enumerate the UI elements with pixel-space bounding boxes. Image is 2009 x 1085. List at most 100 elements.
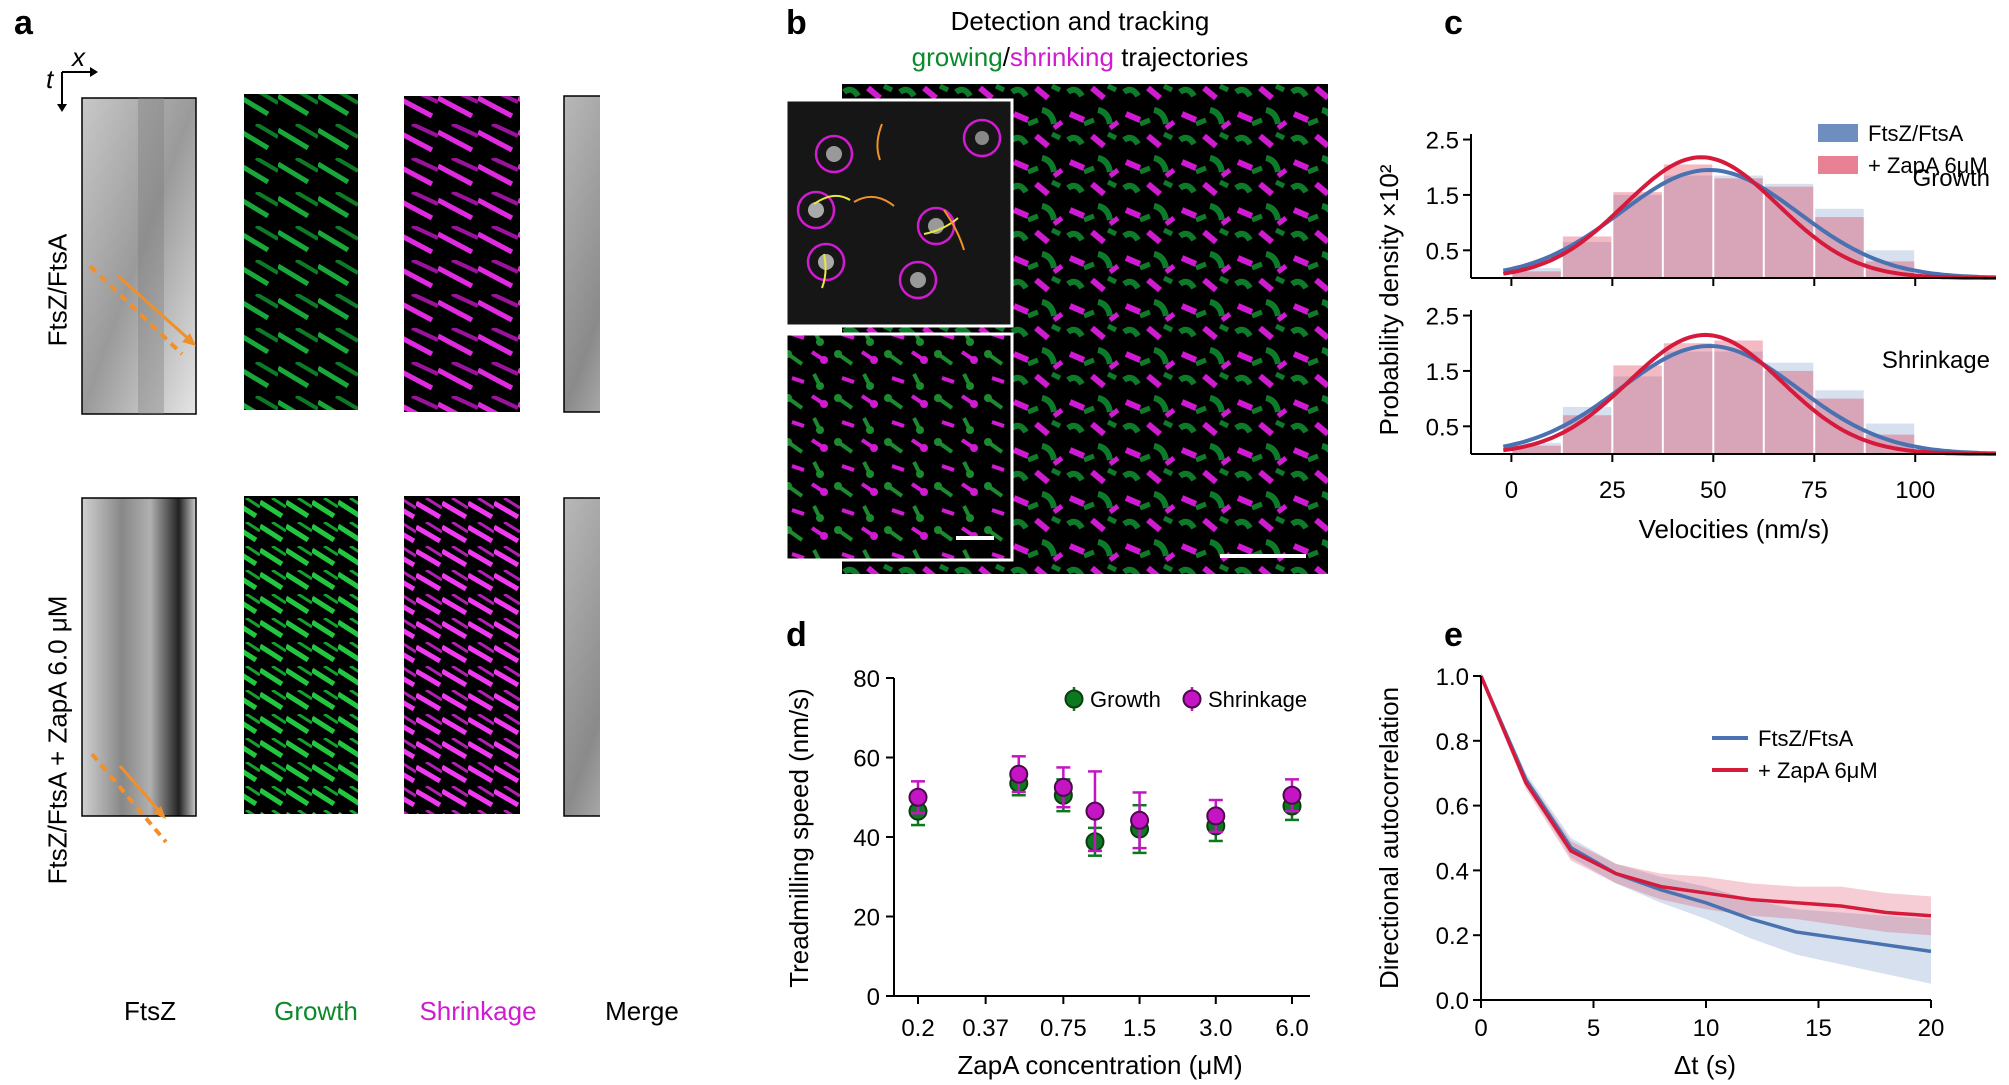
x-axis-label-e: Δt (s) xyxy=(1674,1050,1736,1080)
hist-bar-c-growth-1-1 xyxy=(1562,236,1612,278)
legend-label-e-1: + ZapA 6μM xyxy=(1758,758,1878,783)
x-tick-label-c: 25 xyxy=(1599,477,1626,504)
panel-b-title-line2: growing/shrinking trajectories xyxy=(912,42,1249,73)
x-tick-label-d: 0.75 xyxy=(1040,1015,1087,1042)
y-axis-label-e: Directional autocorrelation xyxy=(1374,687,1404,989)
hist-bar-c-shrinkage-0-4 xyxy=(1714,351,1763,454)
kymograph-grid xyxy=(81,94,600,972)
y-tick-label-d: 40 xyxy=(853,825,880,852)
legend-label-c-1: + ZapA 6μM xyxy=(1868,153,1988,178)
chart-d: 0 20 40 60 80 0.2 0.37 0.75 1.5 3.0 6.0 ZapA concen… xyxy=(784,666,1310,1080)
y-tick-label-e: 1.0 xyxy=(1436,664,1469,691)
x-tick-label-c: 0 xyxy=(1505,477,1518,504)
x-tick-label-c: 100 xyxy=(1895,477,1935,504)
hist-bar-c-growth-1-4 xyxy=(1714,178,1763,278)
y-tick-label-e: 0.8 xyxy=(1436,729,1469,756)
row-label-ftsz-ftsa-zapa: FtsZ/FtsA + ZapA 6.0 μM xyxy=(42,595,73,885)
hist-bar-c-growth-1-2 xyxy=(1613,192,1662,278)
y-axis-label-c: Probability density ×10² xyxy=(1374,164,1404,435)
y-tick-label-d: 20 xyxy=(853,905,880,932)
y-tick-label-e: 0.6 xyxy=(1436,794,1469,821)
hist-bar-c-shrinkage-1-5 xyxy=(1764,370,1814,454)
subplot-title-c-shrinkage: Shrinkage xyxy=(1882,347,1990,374)
x-tick-label-e: 20 xyxy=(1918,1015,1945,1042)
y-tick-label-e: 0.2 xyxy=(1436,923,1469,950)
column-label-merge: Merge xyxy=(605,996,679,1026)
column-label-ftsz: FtsZ xyxy=(124,996,176,1026)
point-Shrinkage-2 xyxy=(1053,777,1073,797)
y-tick-label-d: 60 xyxy=(853,746,880,773)
legend-marker-d-0 xyxy=(1064,689,1084,709)
row-label-ftsz-ftsa: FtsZ/FtsA xyxy=(42,233,73,347)
y-tick-label-e: 0.4 xyxy=(1436,858,1469,885)
hist-bar-c-growth-0-0 xyxy=(1512,268,1561,278)
panel-label-a: a xyxy=(14,4,33,42)
confidence-band-e-0 xyxy=(1481,672,1931,984)
line-e-0 xyxy=(1479,675,1932,954)
fit-curve-c-growth-1 xyxy=(1502,155,1996,280)
title-end: trajectories xyxy=(1113,42,1249,72)
chart-c: 0.5 1.5 2.5 Growth 0.5 1.5 2.5 Shrinkage 0 25 50 75… xyxy=(1374,121,1997,544)
x-tick-label-c: 50 xyxy=(1700,477,1727,504)
y-tick-label-c-growth: 0.5 xyxy=(1426,238,1459,265)
point-Shrinkage-3 xyxy=(1085,801,1105,821)
hist-bar-c-growth-1-3 xyxy=(1663,164,1713,278)
legend-swatch-c-1 xyxy=(1818,156,1858,174)
panel-label-e: e xyxy=(1444,616,1463,654)
legend-marker-d-1 xyxy=(1182,689,1202,709)
legend-label-c-0: FtsZ/FtsA xyxy=(1868,121,1964,146)
panel-label-c: c xyxy=(1444,4,1463,42)
hist-bar-c-growth-0-3 xyxy=(1663,175,1713,278)
hist-bar-c-shrinkage-0-6 xyxy=(1815,390,1864,454)
y-tick-label-d: 80 xyxy=(853,666,880,693)
column-label-growth: Growth xyxy=(274,996,358,1026)
y-tick-label-e: 0.0 xyxy=(1436,988,1469,1015)
legend-swatch-c-0 xyxy=(1818,124,1858,142)
hist-bar-c-shrinkage-1-3 xyxy=(1663,343,1713,454)
fit-curve-c-shrinkage-0 xyxy=(1502,343,1997,456)
title-shrinking: shrinking xyxy=(1009,42,1114,72)
x-tick-label-d: 0.37 xyxy=(962,1015,1009,1042)
x-tick-label-e: 10 xyxy=(1693,1015,1720,1042)
subplot-title-c-growth: Growth xyxy=(1913,165,1990,192)
x-tick-label-d: 0.2 xyxy=(901,1015,934,1042)
hist-bar-c-growth-0-4 xyxy=(1714,175,1763,278)
y-tick-label-d: 0 xyxy=(867,984,880,1011)
x-tick-label-d: 3.0 xyxy=(1199,1015,1232,1042)
hist-bar-c-growth-1-0 xyxy=(1512,271,1561,278)
x-tick-label-e: 5 xyxy=(1587,1015,1600,1042)
axis-x-label: x xyxy=(72,42,85,72)
legend-label-d-0: Growth xyxy=(1090,687,1161,712)
point-Shrinkage-5 xyxy=(1206,806,1226,826)
line-e-1 xyxy=(1479,675,1932,918)
tracking-image xyxy=(784,84,1328,574)
point-Shrinkage-4 xyxy=(1130,810,1150,830)
y-tick-label-c-shrinkage: 2.5 xyxy=(1426,304,1459,331)
column-label-shrinkage: Shrinkage xyxy=(419,996,537,1026)
x-axis-label-d: ZapA concentration (μM) xyxy=(957,1050,1242,1080)
y-tick-label-c-growth: 2.5 xyxy=(1426,128,1459,155)
panel-label-b: b xyxy=(786,4,807,42)
hist-bar-c-shrinkage-0-3 xyxy=(1663,351,1713,454)
title-growing: growing xyxy=(911,42,1003,72)
chart-e: 0.0 0.2 0.4 0.6 0.8 1.0 0 5 10 15 20 Δt (s) Directio… xyxy=(1374,664,1945,1080)
x-tick-label-d: 6.0 xyxy=(1275,1015,1308,1042)
hist-bar-c-growth-1-6 xyxy=(1815,217,1864,278)
title-slash: / xyxy=(1002,42,1010,72)
legend-label-e-0: FtsZ/FtsA xyxy=(1758,726,1854,751)
hist-bar-c-shrinkage-1-0 xyxy=(1512,445,1561,454)
legend-label-d-1: Shrinkage xyxy=(1208,687,1307,712)
point-Shrinkage-0 xyxy=(908,787,928,807)
hist-bar-c-shrinkage-0-0 xyxy=(1512,442,1561,454)
panel-label-d: d xyxy=(786,616,807,654)
x-tick-label-e: 15 xyxy=(1805,1015,1832,1042)
hist-bar-c-shrinkage-1-2 xyxy=(1613,365,1662,454)
x-tick-label-e: 0 xyxy=(1474,1015,1487,1042)
y-tick-label-c-growth: 1.5 xyxy=(1426,183,1459,210)
axis-t-label: t xyxy=(46,64,54,94)
point-Shrinkage-1 xyxy=(1009,764,1029,784)
y-tick-label-c-shrinkage: 1.5 xyxy=(1426,359,1459,386)
y-axis-label-d: Treadmilling speed (nm/s) xyxy=(784,688,814,988)
x-axis-label-c: Velocities (nm/s) xyxy=(1639,514,1830,544)
point-Shrinkage-6 xyxy=(1282,785,1302,805)
